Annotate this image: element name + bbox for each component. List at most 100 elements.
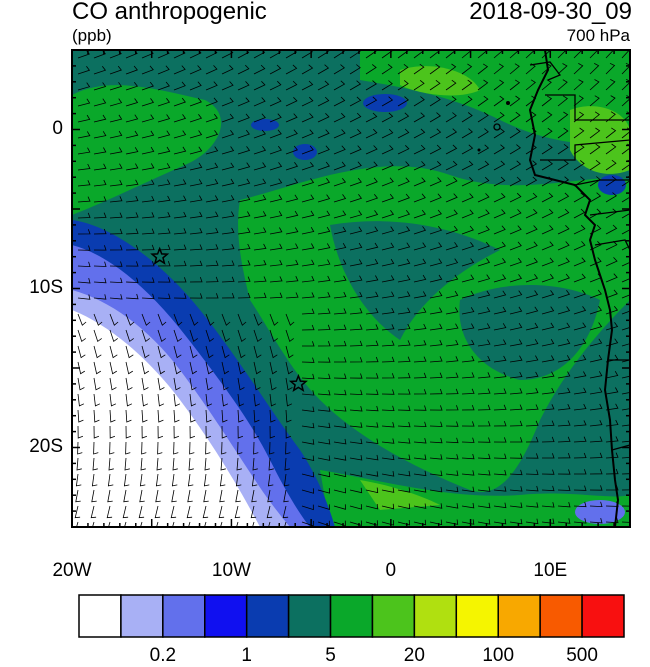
wind-barb bbox=[301, 96, 314, 107]
wind-barb bbox=[205, 211, 219, 219]
wind-barb bbox=[157, 393, 165, 407]
wind-barb bbox=[349, 438, 363, 445]
colorbar-box bbox=[539, 594, 583, 638]
wind-barb bbox=[461, 437, 475, 443]
co-concentration-map bbox=[71, 49, 631, 528]
wind-barb bbox=[253, 194, 267, 203]
wind-barb bbox=[461, 339, 475, 347]
wind-barb bbox=[317, 422, 331, 429]
wind-barb bbox=[621, 505, 630, 507]
wind-barb bbox=[237, 97, 250, 107]
wind-barb bbox=[509, 225, 522, 235]
wind-barb bbox=[429, 405, 443, 411]
wind-barb bbox=[218, 505, 225, 519]
wind-barb bbox=[269, 393, 277, 407]
wind-barb bbox=[237, 64, 250, 75]
wind-barb bbox=[365, 520, 378, 526]
wind-barb bbox=[109, 441, 115, 455]
wind-barb bbox=[429, 96, 441, 107]
wind-barb bbox=[285, 178, 299, 187]
wind-barb bbox=[557, 79, 568, 91]
wind-barb bbox=[221, 81, 234, 91]
wind-barb bbox=[493, 404, 507, 411]
wind-barb bbox=[141, 179, 155, 187]
wind-barb bbox=[349, 487, 363, 494]
colorbar-label: 1 bbox=[241, 645, 252, 666]
x-tick-label: 10W bbox=[211, 560, 251, 581]
wind-barb bbox=[605, 224, 618, 235]
wind-barb bbox=[557, 371, 571, 379]
wind-barb bbox=[125, 377, 133, 391]
wind-barb bbox=[189, 81, 202, 91]
wind-barb bbox=[349, 324, 363, 331]
wind-barb bbox=[269, 259, 283, 267]
wind-barb bbox=[525, 453, 539, 459]
wind-barb bbox=[365, 405, 379, 412]
wind-barb bbox=[125, 65, 138, 75]
wind-barb bbox=[91, 489, 97, 503]
wind-barb bbox=[573, 208, 586, 219]
wind-barb bbox=[301, 324, 315, 331]
wind-barb bbox=[93, 245, 107, 251]
wind-barb bbox=[445, 258, 459, 267]
wind-barb bbox=[141, 114, 155, 123]
wind-barb bbox=[381, 242, 395, 251]
wind-barb bbox=[173, 441, 179, 455]
wind-barb bbox=[237, 345, 246, 359]
wind-barb bbox=[91, 473, 98, 487]
wind-barb bbox=[333, 520, 346, 527]
wind-barb bbox=[349, 308, 363, 315]
wind-barb bbox=[125, 361, 134, 375]
wind-barb bbox=[477, 79, 489, 91]
wind-barb bbox=[93, 65, 107, 75]
wind-barb bbox=[349, 504, 363, 510]
wind-barb bbox=[109, 163, 123, 171]
wind-barb bbox=[573, 192, 586, 203]
light-green-patch-3 bbox=[360, 480, 440, 510]
wind-barb bbox=[461, 307, 475, 315]
wind-barb bbox=[381, 193, 394, 203]
wind-barb bbox=[477, 274, 491, 283]
wind-barb bbox=[77, 441, 83, 455]
wind-barb bbox=[365, 471, 379, 477]
wind-barb bbox=[573, 322, 587, 331]
wind-barb bbox=[573, 50, 583, 59]
colorbar-label: 5 bbox=[325, 645, 336, 666]
wind-barb bbox=[301, 520, 314, 527]
wind-barb bbox=[317, 520, 330, 527]
wind-barb bbox=[429, 274, 443, 283]
wind-barb bbox=[157, 179, 171, 187]
wind-barb bbox=[509, 453, 523, 459]
wind-barb bbox=[461, 177, 474, 187]
wind-barb bbox=[381, 405, 395, 412]
wind-barb bbox=[381, 210, 395, 219]
wind-barb bbox=[429, 356, 443, 363]
wind-barb bbox=[203, 489, 209, 503]
wind-barb bbox=[525, 290, 539, 299]
wind-barb bbox=[141, 130, 155, 139]
wind-barb bbox=[237, 276, 251, 283]
wind-barb bbox=[525, 355, 539, 363]
wind-barb bbox=[317, 96, 330, 107]
wind-barb bbox=[381, 520, 395, 526]
wind-barb bbox=[173, 228, 187, 235]
wind-barb bbox=[589, 127, 601, 139]
wind-barb bbox=[413, 193, 426, 203]
wind-barb bbox=[253, 162, 267, 171]
wind-barb bbox=[77, 245, 91, 251]
wind-barb bbox=[93, 277, 107, 284]
wind-barb bbox=[477, 95, 489, 107]
wind-barb bbox=[413, 307, 427, 315]
wind-barb bbox=[157, 277, 171, 283]
wind-barb bbox=[317, 50, 329, 59]
wind-barb bbox=[461, 355, 475, 363]
units-label: (ppb) bbox=[72, 26, 112, 45]
wind-barb bbox=[189, 441, 195, 455]
wind-barb bbox=[589, 79, 600, 91]
wind-barb bbox=[477, 128, 489, 139]
wind-barb bbox=[333, 422, 347, 428]
wind-barb bbox=[157, 244, 171, 251]
wind-barb bbox=[253, 113, 266, 123]
wind-barb bbox=[93, 261, 107, 267]
wind-barb bbox=[77, 163, 91, 171]
